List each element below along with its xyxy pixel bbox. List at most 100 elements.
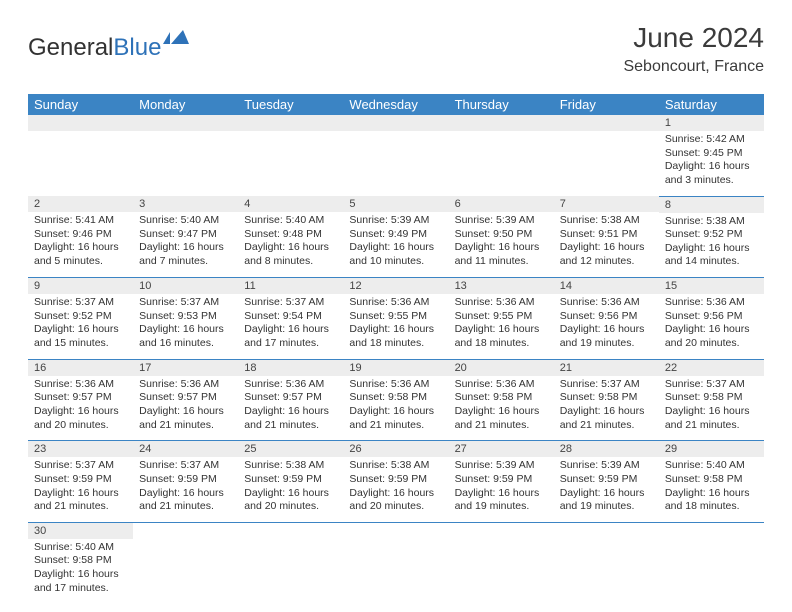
day-number-empty (449, 115, 554, 131)
day-number-empty (133, 115, 238, 131)
calendar-cell: 26Sunrise: 5:38 AMSunset: 9:59 PMDayligh… (343, 441, 448, 523)
calendar-cell: 28Sunrise: 5:39 AMSunset: 9:59 PMDayligh… (554, 441, 659, 523)
calendar-row: 2Sunrise: 5:41 AMSunset: 9:46 PMDaylight… (28, 196, 764, 278)
day-number-empty (343, 115, 448, 131)
calendar-cell (449, 115, 554, 196)
day-body: Sunrise: 5:36 AMSunset: 9:55 PMDaylight:… (449, 294, 554, 359)
day-body: Sunrise: 5:36 AMSunset: 9:58 PMDaylight:… (449, 376, 554, 441)
calendar-cell: 13Sunrise: 5:36 AMSunset: 9:55 PMDayligh… (449, 278, 554, 360)
day-number: 14 (554, 278, 659, 294)
calendar-body: 1Sunrise: 5:42 AMSunset: 9:45 PMDaylight… (28, 115, 764, 603)
weekday-header: Wednesday (343, 94, 448, 115)
calendar-cell: 6Sunrise: 5:39 AMSunset: 9:50 PMDaylight… (449, 196, 554, 278)
brand-text: GeneralBlue (28, 34, 161, 62)
calendar-row: 9Sunrise: 5:37 AMSunset: 9:52 PMDaylight… (28, 278, 764, 360)
day-body: Sunrise: 5:37 AMSunset: 9:59 PMDaylight:… (133, 457, 238, 522)
calendar-cell: 14Sunrise: 5:36 AMSunset: 9:56 PMDayligh… (554, 278, 659, 360)
day-number: 1 (659, 115, 764, 131)
calendar-cell: 20Sunrise: 5:36 AMSunset: 9:58 PMDayligh… (449, 359, 554, 441)
calendar-cell: 10Sunrise: 5:37 AMSunset: 9:53 PMDayligh… (133, 278, 238, 360)
day-body: Sunrise: 5:40 AMSunset: 9:58 PMDaylight:… (659, 457, 764, 522)
calendar-cell (554, 522, 659, 603)
location: Seboncourt, France (623, 58, 764, 76)
calendar-cell (238, 522, 343, 603)
calendar-cell: 11Sunrise: 5:37 AMSunset: 9:54 PMDayligh… (238, 278, 343, 360)
calendar-row: 30Sunrise: 5:40 AMSunset: 9:58 PMDayligh… (28, 522, 764, 603)
calendar-cell (659, 522, 764, 603)
day-body: Sunrise: 5:39 AMSunset: 9:49 PMDaylight:… (343, 212, 448, 277)
flag-icon (163, 30, 189, 53)
day-number: 20 (449, 360, 554, 376)
day-number: 25 (238, 441, 343, 457)
day-number: 19 (343, 360, 448, 376)
day-body: Sunrise: 5:38 AMSunset: 9:59 PMDaylight:… (238, 457, 343, 522)
day-body: Sunrise: 5:40 AMSunset: 9:58 PMDaylight:… (28, 539, 133, 604)
calendar-cell: 21Sunrise: 5:37 AMSunset: 9:58 PMDayligh… (554, 359, 659, 441)
weekday-header: Friday (554, 94, 659, 115)
calendar-cell: 15Sunrise: 5:36 AMSunset: 9:56 PMDayligh… (659, 278, 764, 360)
day-number: 21 (554, 360, 659, 376)
calendar-cell (133, 115, 238, 196)
day-body: Sunrise: 5:36 AMSunset: 9:55 PMDaylight:… (343, 294, 448, 359)
weekday-header: Saturday (659, 94, 764, 115)
day-number: 17 (133, 360, 238, 376)
day-number: 13 (449, 278, 554, 294)
calendar-cell: 17Sunrise: 5:36 AMSunset: 9:57 PMDayligh… (133, 359, 238, 441)
calendar-cell: 4Sunrise: 5:40 AMSunset: 9:48 PMDaylight… (238, 196, 343, 278)
calendar-cell: 24Sunrise: 5:37 AMSunset: 9:59 PMDayligh… (133, 441, 238, 523)
calendar-cell: 30Sunrise: 5:40 AMSunset: 9:58 PMDayligh… (28, 522, 133, 603)
weekday-header: Sunday (28, 94, 133, 115)
day-number: 26 (343, 441, 448, 457)
calendar-cell (343, 522, 448, 603)
day-body: Sunrise: 5:39 AMSunset: 9:59 PMDaylight:… (449, 457, 554, 522)
calendar-cell (133, 522, 238, 603)
day-number-empty (238, 115, 343, 131)
day-number: 11 (238, 278, 343, 294)
day-body: Sunrise: 5:39 AMSunset: 9:50 PMDaylight:… (449, 212, 554, 277)
calendar-cell: 19Sunrise: 5:36 AMSunset: 9:58 PMDayligh… (343, 359, 448, 441)
calendar-cell: 7Sunrise: 5:38 AMSunset: 9:51 PMDaylight… (554, 196, 659, 278)
title-block: June 2024 Seboncourt, France (623, 22, 764, 76)
day-number: 29 (659, 441, 764, 457)
calendar-cell: 8Sunrise: 5:38 AMSunset: 9:52 PMDaylight… (659, 196, 764, 278)
calendar-row: 23Sunrise: 5:37 AMSunset: 9:59 PMDayligh… (28, 441, 764, 523)
day-body: Sunrise: 5:36 AMSunset: 9:58 PMDaylight:… (343, 376, 448, 441)
calendar-cell (554, 115, 659, 196)
day-body: Sunrise: 5:37 AMSunset: 9:58 PMDaylight:… (554, 376, 659, 441)
month-title: June 2024 (623, 22, 764, 54)
calendar-cell: 18Sunrise: 5:36 AMSunset: 9:57 PMDayligh… (238, 359, 343, 441)
calendar-cell: 22Sunrise: 5:37 AMSunset: 9:58 PMDayligh… (659, 359, 764, 441)
day-body: Sunrise: 5:37 AMSunset: 9:53 PMDaylight:… (133, 294, 238, 359)
day-body: Sunrise: 5:40 AMSunset: 9:48 PMDaylight:… (238, 212, 343, 277)
day-body: Sunrise: 5:37 AMSunset: 9:59 PMDaylight:… (28, 457, 133, 522)
day-body: Sunrise: 5:38 AMSunset: 9:51 PMDaylight:… (554, 212, 659, 277)
header: GeneralBlue June 2024 Seboncourt, France (0, 0, 792, 86)
day-body: Sunrise: 5:36 AMSunset: 9:57 PMDaylight:… (28, 376, 133, 441)
calendar-cell (28, 115, 133, 196)
day-number: 24 (133, 441, 238, 457)
weekday-header: Thursday (449, 94, 554, 115)
calendar-cell: 25Sunrise: 5:38 AMSunset: 9:59 PMDayligh… (238, 441, 343, 523)
day-number: 23 (28, 441, 133, 457)
day-number: 9 (28, 278, 133, 294)
day-number: 4 (238, 196, 343, 212)
calendar-row: 1Sunrise: 5:42 AMSunset: 9:45 PMDaylight… (28, 115, 764, 196)
calendar-cell: 16Sunrise: 5:36 AMSunset: 9:57 PMDayligh… (28, 359, 133, 441)
day-number: 22 (659, 360, 764, 376)
day-body: Sunrise: 5:38 AMSunset: 9:59 PMDaylight:… (343, 457, 448, 522)
brand-part1: General (28, 34, 113, 61)
day-number: 28 (554, 441, 659, 457)
calendar-row: 16Sunrise: 5:36 AMSunset: 9:57 PMDayligh… (28, 359, 764, 441)
calendar-table: SundayMondayTuesdayWednesdayThursdayFrid… (28, 94, 764, 603)
weekday-header: Monday (133, 94, 238, 115)
day-body: Sunrise: 5:37 AMSunset: 9:54 PMDaylight:… (238, 294, 343, 359)
day-number: 16 (28, 360, 133, 376)
day-number: 27 (449, 441, 554, 457)
day-body: Sunrise: 5:36 AMSunset: 9:57 PMDaylight:… (238, 376, 343, 441)
day-body: Sunrise: 5:37 AMSunset: 9:52 PMDaylight:… (28, 294, 133, 359)
day-number-empty (554, 115, 659, 131)
day-number: 6 (449, 196, 554, 212)
weekday-header: Tuesday (238, 94, 343, 115)
calendar-cell: 12Sunrise: 5:36 AMSunset: 9:55 PMDayligh… (343, 278, 448, 360)
day-number: 2 (28, 196, 133, 212)
